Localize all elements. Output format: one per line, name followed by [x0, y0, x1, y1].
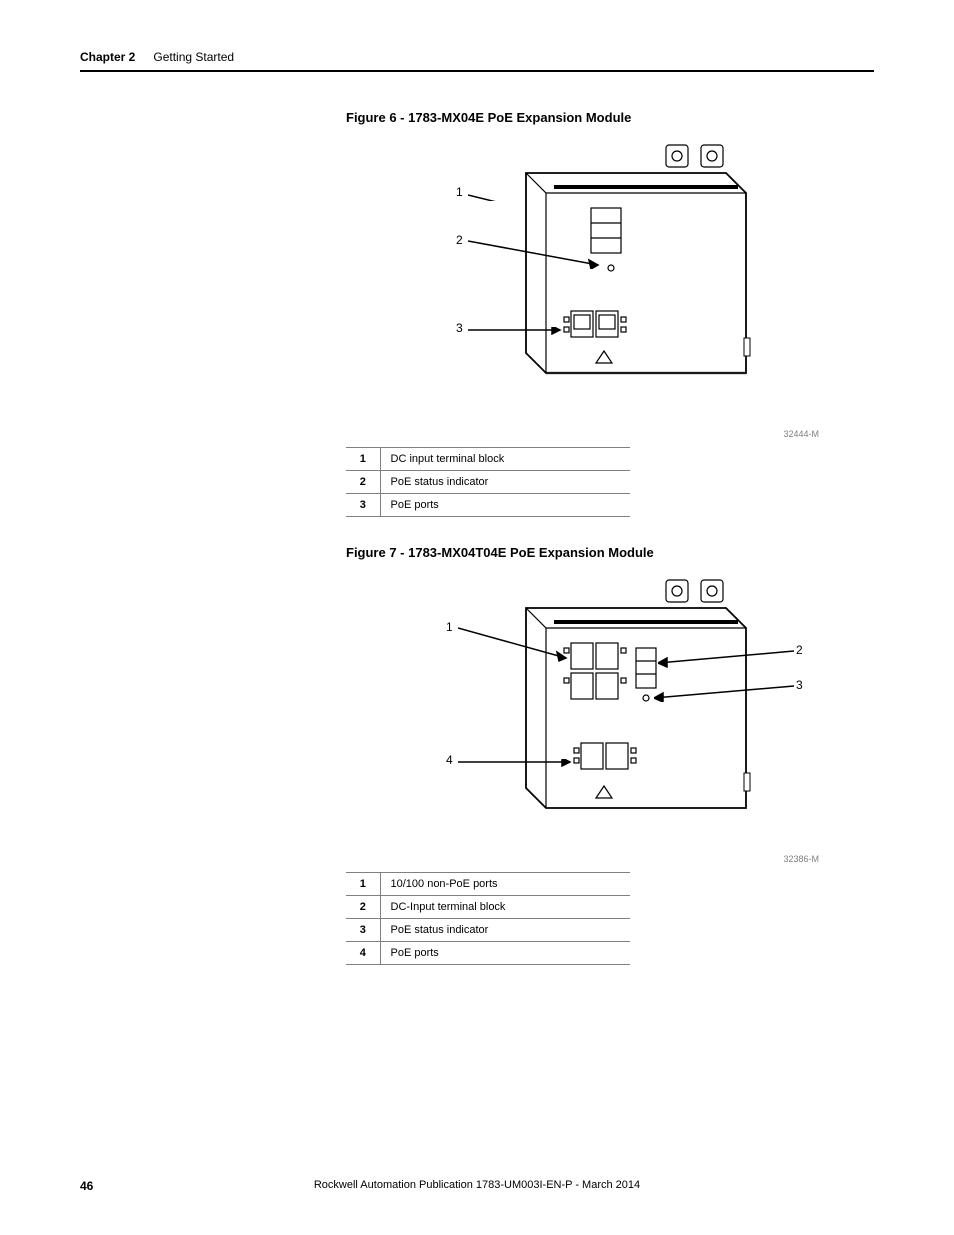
callout-3: 3: [456, 321, 463, 335]
callout-2: 2: [456, 233, 463, 247]
legend-desc: PoE ports: [380, 494, 630, 517]
figure-7-code: 32386-M: [346, 854, 874, 864]
legend-desc: 10/100 non-PoE ports: [380, 873, 630, 896]
legend-desc: PoE status indicator: [380, 471, 630, 494]
figure-7-block: Figure 7 - 1783-MX04T04E PoE Expansion M…: [346, 545, 874, 965]
legend-num: 2: [346, 471, 380, 494]
publication-info: Rockwell Automation Publication 1783-UM0…: [314, 1179, 640, 1191]
legend-num: 2: [346, 896, 380, 919]
arrow-3: [468, 327, 568, 335]
chapter-title: Getting Started: [153, 50, 234, 64]
legend-row: 2DC-Input terminal block: [346, 896, 630, 919]
legend-num: 1: [346, 873, 380, 896]
legend-desc: PoE ports: [380, 942, 630, 965]
legend-num: 3: [346, 494, 380, 517]
legend-num: 3: [346, 919, 380, 942]
page-number: 46: [80, 1179, 93, 1193]
page-header: Chapter 2 Getting Started: [80, 50, 874, 72]
legend-desc: DC input terminal block: [380, 448, 630, 471]
callout-7-3: 3: [796, 678, 803, 692]
legend-desc: DC-Input terminal block: [380, 896, 630, 919]
callout-1: 1: [456, 185, 463, 199]
legend-row: 4PoE ports: [346, 942, 630, 965]
figure-7-diagram: 1 4 2 3: [346, 578, 874, 848]
legend-row: 3PoE status indicator: [346, 919, 630, 942]
arrow-7-4: [458, 759, 578, 767]
legend-row: 110/100 non-PoE ports: [346, 873, 630, 896]
legend-row: 3PoE ports: [346, 494, 630, 517]
figure-7-legend: 110/100 non-PoE ports2DC-Input terminal …: [346, 872, 630, 965]
figure-6-diagram: 1 2 3: [346, 143, 874, 423]
figure-6-legend: 1DC input terminal block2PoE status indi…: [346, 447, 630, 517]
chapter-label: Chapter 2: [80, 50, 135, 64]
main-content: Figure 6 - 1783-MX04E PoE Expansion Modu…: [346, 110, 874, 993]
figure-6-block: Figure 6 - 1783-MX04E PoE Expansion Modu…: [346, 110, 874, 517]
arrow-1: [468, 191, 588, 201]
figure-6-code: 32444-M: [346, 429, 874, 439]
arrow-2: [468, 239, 608, 269]
legend-desc: PoE status indicator: [380, 919, 630, 942]
arrow-7-3: [654, 684, 794, 702]
legend-num: 4: [346, 942, 380, 965]
arrow-7-2: [658, 649, 794, 669]
legend-num: 1: [346, 448, 380, 471]
callout-7-2: 2: [796, 643, 803, 657]
arrow-7-1: [458, 626, 578, 666]
figure-6-title: Figure 6 - 1783-MX04E PoE Expansion Modu…: [346, 110, 874, 125]
figure-7-title: Figure 7 - 1783-MX04T04E PoE Expansion M…: [346, 545, 874, 560]
legend-row: 2PoE status indicator: [346, 471, 630, 494]
callout-7-4: 4: [446, 753, 453, 767]
legend-row: 1DC input terminal block: [346, 448, 630, 471]
callout-7-1: 1: [446, 620, 453, 634]
module-illustration-2: [496, 578, 756, 828]
page-footer: 46 Rockwell Automation Publication 1783-…: [80, 1179, 874, 1193]
